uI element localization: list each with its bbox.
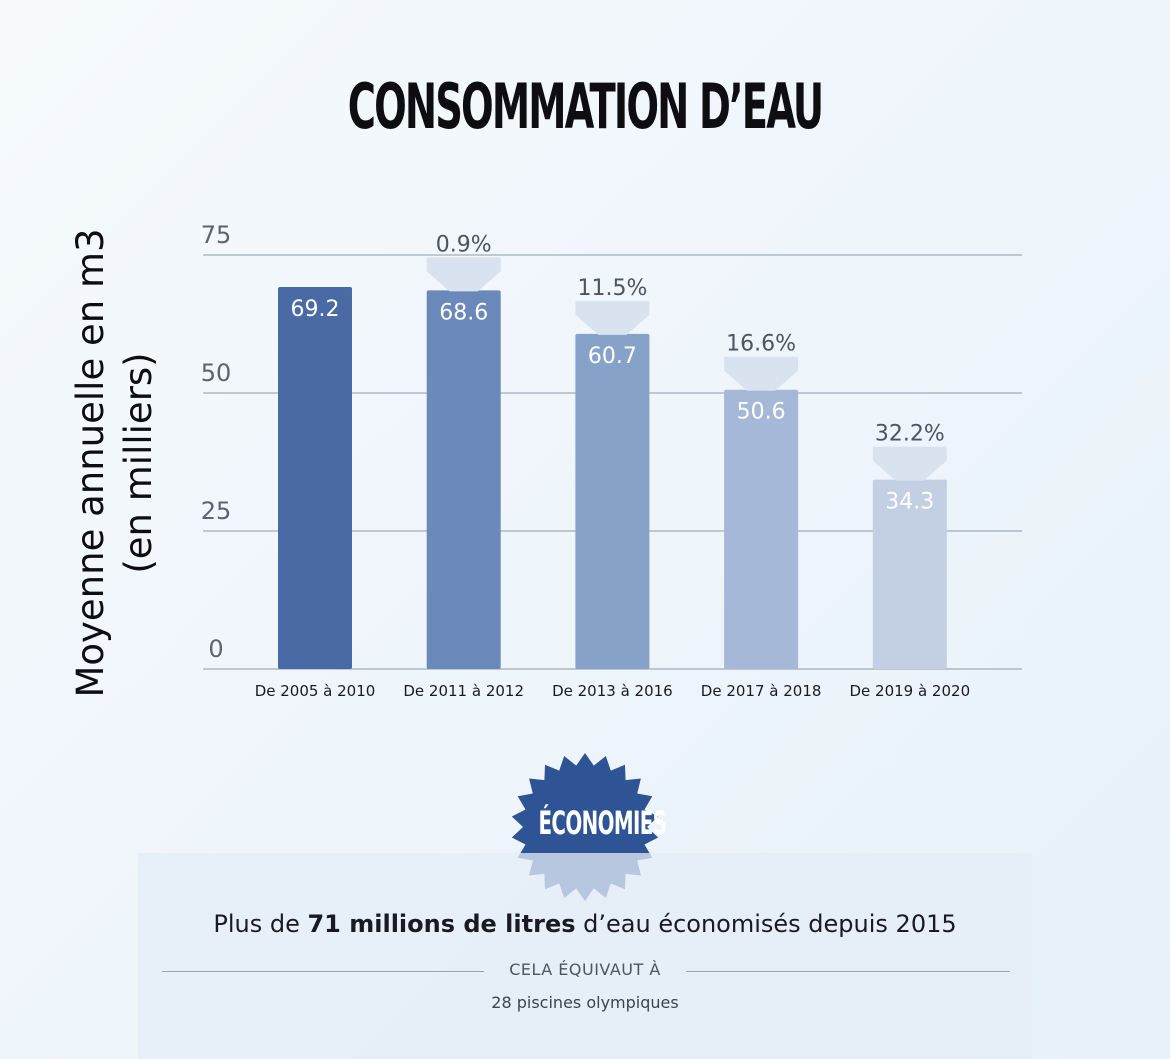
savings-amount: 71 millions de litres	[307, 910, 576, 938]
reduction-badge	[724, 356, 799, 391]
bar	[872, 479, 947, 669]
reduction-label: 32.2%	[875, 422, 945, 447]
reduction-badge	[872, 446, 947, 481]
bar-value-label: 34.3	[885, 490, 934, 515]
equivalent-row: CELA ÉQUIVAUT À	[162, 960, 1010, 984]
bar-value-label: 68.6	[439, 300, 488, 325]
x-tick-label: De 2005 à 2010	[255, 682, 376, 700]
reduction-label: 11.5%	[577, 276, 647, 301]
chart-title: CONSOMMATION D’EAU	[347, 70, 824, 143]
x-tick-label: De 2017 à 2018	[701, 682, 822, 700]
bar-value-label: 50.6	[737, 400, 786, 425]
x-tick-label: De 2019 à 2020	[849, 682, 970, 700]
bar-value-label: 60.7	[588, 344, 637, 369]
reduction-badge	[575, 300, 650, 335]
bar	[724, 389, 799, 669]
savings-suffix: d’eau économisés depuis 2015	[575, 910, 957, 938]
bar	[575, 333, 650, 669]
bar	[426, 290, 501, 669]
bar-chart: 0 25 50 75 69.2 De 2005 à 2010 68.6 De 2011 à 2…	[201, 221, 1022, 700]
reduction-label: 16.6%	[726, 332, 796, 357]
y-tick-label: 0	[208, 635, 223, 663]
savings-prefix: Plus de	[213, 910, 308, 938]
equivalent-label: CELA ÉQUIVAUT À	[509, 960, 661, 979]
economies-badge-label: ÉCONOMIES	[538, 804, 667, 842]
y-tick-label: 50	[201, 359, 232, 387]
bar	[278, 287, 352, 669]
savings-panel	[138, 853, 1032, 1059]
reduction-badge	[426, 257, 501, 292]
divider-left	[162, 971, 484, 972]
reduction-label: 0.9%	[436, 232, 492, 257]
bar-value-label: 69.2	[291, 297, 340, 322]
y-tick-label: 25	[201, 497, 232, 525]
divider-right	[686, 971, 1010, 972]
x-tick-label: De 2013 à 2016	[552, 682, 673, 700]
savings-statement: Plus de 71 millions de litres d’eau écon…	[0, 910, 1170, 938]
equivalent-value: 28 piscines olympiques	[491, 993, 679, 1012]
y-tick-label: 75	[201, 221, 232, 249]
x-tick-label: De 2011 à 2012	[403, 682, 524, 700]
